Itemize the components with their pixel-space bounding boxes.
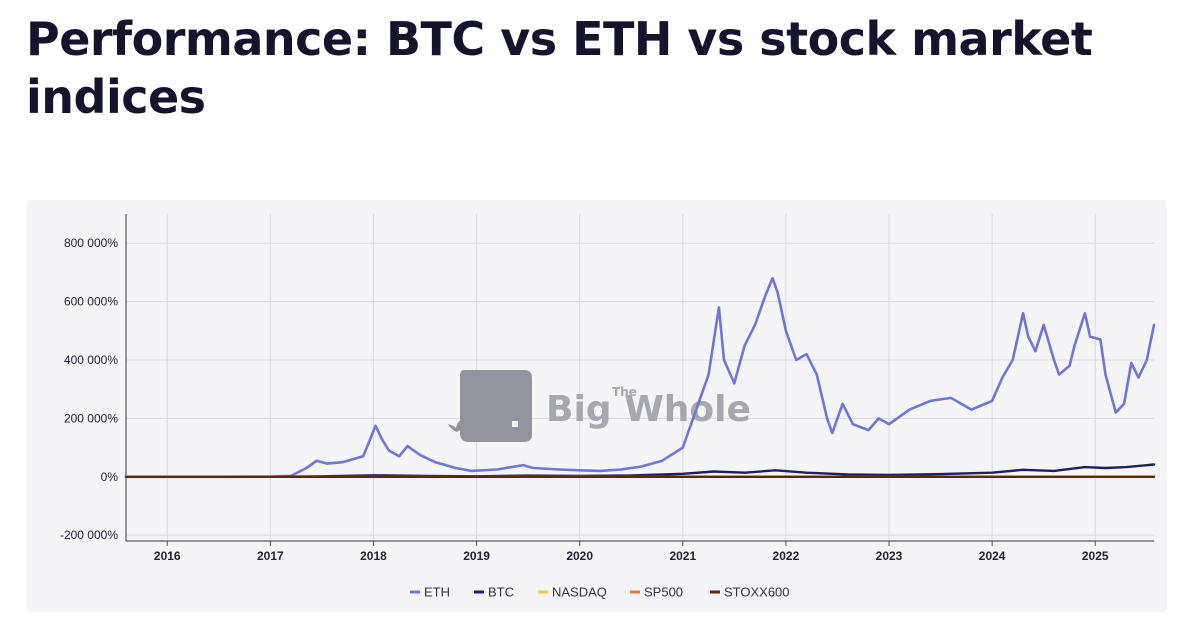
legend-label-stoxx600[interactable]: STOXX600 <box>724 585 790 600</box>
watermark-small-text: The <box>612 385 637 399</box>
grid-layer <box>126 214 1154 541</box>
x-tick-label: 2018 <box>360 549 387 563</box>
page-title: Performance: BTC vs ETH vs stock market … <box>26 12 1093 124</box>
x-tick-label: 2019 <box>463 549 490 563</box>
x-tick-label: 2020 <box>566 549 593 563</box>
series-line-eth <box>124 276 1156 479</box>
x-tick-label: 2025 <box>1082 549 1109 563</box>
legend-label-nasdaq[interactable]: NASDAQ <box>552 585 607 600</box>
x-tick-label: 2022 <box>773 549 800 563</box>
y-tick-label: 200 000% <box>64 411 118 425</box>
watermark-logo-icon <box>460 370 532 442</box>
legend-label-btc[interactable]: BTC <box>488 585 514 600</box>
x-tick-label: 2017 <box>257 549 284 563</box>
y-tick-label: 0% <box>101 470 119 484</box>
y-tick-label: -200 000% <box>60 528 118 542</box>
watermark-brand-text: Big Whole <box>546 389 751 430</box>
y-tick-label: 600 000% <box>64 295 118 309</box>
x-tick-label: 2021 <box>669 549 696 563</box>
x-tick-label: 2024 <box>979 549 1006 563</box>
legend-label-eth[interactable]: ETH <box>424 585 450 600</box>
chart-card: -200 000% 0% 200 000% 400 000% 600 000% 800 0… <box>26 200 1167 612</box>
y-tick-label: 400 000% <box>64 353 118 367</box>
legend-label-sp500[interactable]: SP500 <box>644 585 683 600</box>
watermark-tail-icon <box>448 420 461 432</box>
axis-layer: -200 000% 0% 200 000% 400 000% 600 000% 800 0… <box>60 214 1154 563</box>
x-tick-label: 2016 <box>154 549 181 563</box>
watermark: The Big Whole <box>448 370 751 442</box>
watermark-eye-icon <box>512 421 518 427</box>
series-layer <box>124 276 1156 479</box>
legend: ETH BTC NASDAQ SP500 STOXX600 <box>410 585 790 600</box>
y-tick-label: 800 000% <box>64 236 118 250</box>
chart-svg: -200 000% 0% 200 000% 400 000% 600 000% 800 0… <box>60 214 1156 600</box>
x-tick-label: 2023 <box>876 549 903 563</box>
